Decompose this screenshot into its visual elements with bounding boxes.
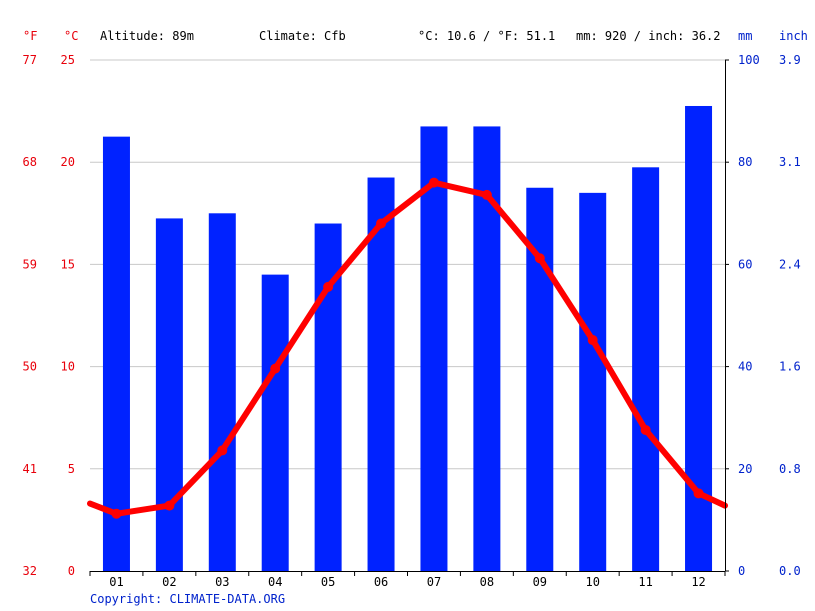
y-tick-label-inch: 1.6 (779, 360, 801, 374)
average-temperature-label: °C: 10.6 / °F: 51.1 (418, 29, 555, 43)
temperature-point (323, 281, 334, 292)
precipitation-bar (261, 274, 289, 571)
y-tick-label-inch: 2.4 (779, 257, 801, 271)
y-tick-label-fahrenheit: 41 (23, 462, 37, 476)
temperature-point (534, 253, 545, 264)
precipitation-bar (579, 192, 607, 572)
x-tick-label: 07 (427, 575, 441, 589)
y-tick-label-mm: 60 (738, 257, 752, 271)
y-tick-label-fahrenheit: 59 (23, 257, 37, 271)
y-tick-label-inch: 0.0 (779, 564, 801, 578)
x-tick-label: 09 (533, 575, 547, 589)
precipitation-bar (155, 218, 183, 571)
y-tick-label-mm: 0 (738, 564, 745, 578)
temperature-point (481, 189, 492, 200)
precipitation-bar (473, 126, 501, 572)
y-tick-label-fahrenheit: 68 (23, 155, 37, 169)
temperature-point (640, 424, 651, 435)
y-tick-label-inch: 0.8 (779, 462, 801, 476)
temperature-point (164, 500, 175, 511)
x-tick-label: 11 (638, 575, 652, 589)
axes (89, 59, 729, 576)
x-tick-label: 02 (162, 575, 176, 589)
unit-fahrenheit-label: °F (23, 29, 37, 43)
temperature-point (270, 363, 281, 374)
precipitation-bars (102, 105, 713, 572)
y-tick-label-mm: 80 (738, 155, 752, 169)
y-tick-label-celsius: 10 (61, 360, 75, 374)
x-tick-label: 01 (109, 575, 123, 589)
y-tick-label-inch: 3.9 (779, 53, 801, 67)
x-tick-label: 03 (215, 575, 229, 589)
x-tick-label: 06 (374, 575, 388, 589)
x-tick-label: 08 (480, 575, 494, 589)
x-tick-label: 05 (321, 575, 335, 589)
temperature-point (376, 218, 387, 229)
precipitation-bar (685, 105, 713, 572)
precipitation-bar (314, 223, 342, 571)
temperature-point (111, 508, 122, 519)
temperature-line-group (87, 177, 728, 519)
y-tick-label-celsius: 20 (61, 155, 75, 169)
y-tick-label-celsius: 25 (61, 53, 75, 67)
unit-inch-label: inch (779, 29, 808, 43)
unit-mm-label: mm (738, 29, 752, 43)
annual-precipitation-label: mm: 920 / inch: 36.2 (576, 29, 721, 43)
y-tick-label-inch: 3.1 (779, 155, 801, 169)
temperature-point (428, 177, 439, 188)
x-tick-label: 12 (691, 575, 705, 589)
y-tick-label-mm: 40 (738, 360, 752, 374)
y-tick-label-celsius: 5 (68, 462, 75, 476)
y-tick-label-fahrenheit: 50 (23, 360, 37, 374)
y-tick-label-fahrenheit: 32 (23, 564, 37, 578)
temperature-point (587, 335, 598, 346)
y-tick-label-celsius: 15 (61, 257, 75, 271)
y-tick-label-fahrenheit: 77 (23, 53, 37, 67)
temperature-point (693, 488, 704, 499)
altitude-label: Altitude: 89m (100, 29, 194, 43)
temperature-point (217, 445, 228, 456)
copyright-label: Copyright: CLIMATE-DATA.ORG (90, 592, 285, 606)
precipitation-bar (367, 177, 395, 571)
y-tick-label-mm: 20 (738, 462, 752, 476)
temperature-line (87, 179, 728, 517)
y-tick-label-mm: 100 (738, 53, 760, 67)
precipitation-bar (208, 213, 236, 572)
unit-celsius-label: °C (64, 29, 78, 43)
precipitation-bar (102, 136, 130, 571)
y-tick-label-celsius: 0 (68, 564, 75, 578)
tick-labels: 77 25 100 3.968 20 80 3.159 15 60 2.450 10 40 1.641 5… (23, 53, 801, 589)
climate-label: Climate: Cfb (259, 29, 346, 43)
x-tick-label: 10 (585, 575, 599, 589)
precipitation-bar (420, 126, 448, 572)
grid-lines (90, 59, 725, 470)
precipitation-bar (632, 167, 660, 571)
x-tick-label: 04 (268, 575, 282, 589)
